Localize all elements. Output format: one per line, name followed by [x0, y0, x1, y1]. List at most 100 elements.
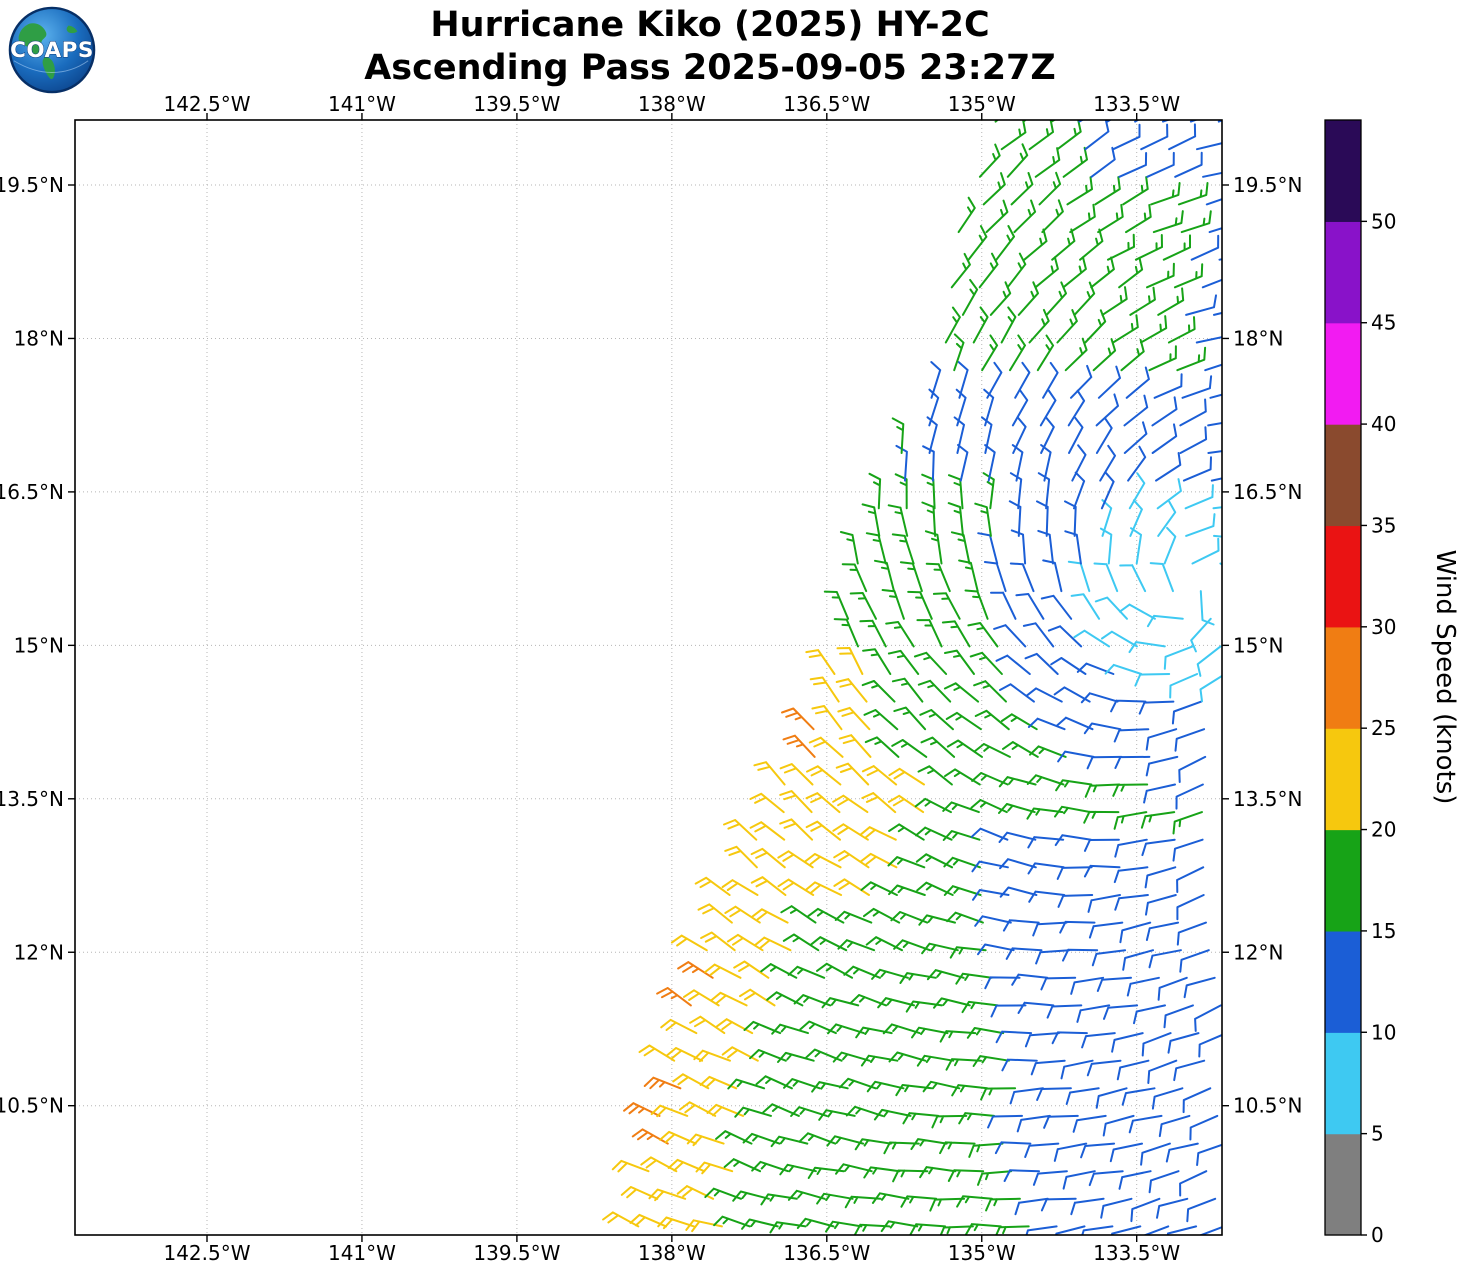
wind-barb: [1145, 894, 1177, 916]
wind-barb: [958, 1112, 996, 1125]
wind-barb: [1086, 755, 1123, 770]
wind-barb: [1151, 396, 1178, 427]
wind-barb: [665, 1047, 704, 1062]
y-tick-label-right: 15°N: [1233, 633, 1283, 657]
wind-barb: [967, 622, 999, 648]
wind-barb: [734, 1106, 772, 1118]
wind-barb: [818, 1109, 856, 1121]
wind-barb: [977, 943, 1015, 956]
wind-barb: [799, 1020, 837, 1035]
wind-barb: [994, 1141, 1032, 1155]
wind-barb: [861, 765, 898, 786]
wind-barb: [1102, 1114, 1135, 1137]
wind-barb: [1110, 1225, 1142, 1235]
wind-barb: [1054, 834, 1092, 847]
wind-barb: [1037, 472, 1051, 510]
wind-barb: [1030, 1059, 1066, 1076]
wind-barb: [833, 850, 870, 869]
wind-barb: [825, 1220, 863, 1233]
wind-barb: [723, 819, 758, 841]
wind-barb: [956, 1195, 993, 1208]
wind-barb: [834, 910, 873, 924]
wind-barb: [861, 792, 897, 814]
wind-barb: [957, 361, 969, 399]
colorbar-tick-label: 50: [1371, 209, 1396, 233]
wind-barb: [910, 1138, 948, 1151]
wind-barb: [965, 1223, 1002, 1235]
wind-barb: [807, 907, 845, 924]
wind-barb: [1022, 120, 1027, 123]
wind-barb: [753, 761, 786, 786]
wind-barb: [1040, 444, 1052, 482]
wind-barb: [914, 797, 952, 814]
logo-land-north: [18, 23, 47, 56]
wind-barb: [1059, 920, 1096, 934]
wind-barb: [974, 915, 1012, 927]
wind-barb: [1201, 278, 1222, 289]
wind-barb: [1002, 741, 1039, 758]
colorbar-tick-label: 10: [1371, 1020, 1396, 1044]
wind-barb: [640, 1156, 678, 1173]
wind-barb: [1151, 1087, 1184, 1110]
wind-barb: [779, 818, 814, 841]
wind-barb: [809, 936, 848, 952]
wind-barb: [999, 886, 1038, 898]
wind-barb: [1173, 1059, 1206, 1082]
wind-barb: [1027, 836, 1065, 849]
wind-barb: [754, 936, 792, 952]
wind-barb: [1100, 471, 1115, 510]
wind-barb: [865, 936, 903, 952]
wind-barb: [1173, 263, 1204, 289]
wind-barb: [943, 885, 982, 896]
wind-barb: [695, 1161, 734, 1175]
wind-barb: [888, 884, 926, 896]
wind-barb: [1190, 234, 1220, 261]
wind-barb: [892, 1169, 929, 1183]
colorbar-tick-label: 45: [1371, 311, 1396, 335]
wind-barb: [933, 997, 971, 1009]
wind-barb: [881, 589, 905, 620]
wind-barb: [1090, 256, 1115, 289]
wind-barb: [835, 1163, 873, 1175]
wind-barb: [1145, 755, 1179, 777]
wind-barb: [1176, 894, 1205, 921]
wind-barb: [921, 942, 959, 955]
wind-barb: [697, 903, 733, 924]
wind-barb: [676, 1185, 715, 1200]
wind-barb: [1196, 645, 1222, 677]
wind-barb: [1087, 894, 1121, 913]
wind-barb: [1035, 949, 1071, 965]
wind-barb: [887, 649, 920, 675]
wind-barb: [805, 649, 836, 675]
wind-barb: [1122, 949, 1154, 971]
wind-barb: [1095, 393, 1119, 427]
wind-barb: [1210, 477, 1222, 482]
x-tick-label-bottom: 139.5°W: [473, 1241, 560, 1264]
wind-barb: [1113, 728, 1150, 743]
y-tick-label-right: 10.5°N: [1233, 1094, 1303, 1118]
x-tick-label-top: 142.5°W: [163, 92, 250, 116]
wind-barb: [1032, 921, 1068, 937]
wind-barb: [1076, 1004, 1111, 1023]
wind-barb: [779, 763, 814, 786]
wind-barb: [781, 707, 815, 731]
wind-barb: [1094, 596, 1128, 620]
wind-barb: [1162, 234, 1191, 261]
wind-barb: [1111, 1032, 1144, 1053]
wind-barb: [1194, 1004, 1222, 1032]
wind-barb: [1158, 1114, 1191, 1138]
wind-barb: [732, 1190, 770, 1202]
wind-barb: [771, 1023, 809, 1035]
wind-barb: [1056, 866, 1093, 880]
wind-barb: [969, 651, 1003, 675]
wind-barb: [944, 649, 975, 675]
wind-barb: [710, 991, 748, 1007]
wind-barb: [943, 682, 980, 703]
wind-barb: [888, 823, 925, 841]
wind-barb: [1207, 421, 1222, 427]
wind-barb: [835, 762, 870, 786]
wind-barb: [1093, 562, 1119, 593]
wind-barb: [918, 914, 956, 926]
wind-barb: [733, 960, 770, 979]
wind-barb: [998, 803, 1036, 814]
